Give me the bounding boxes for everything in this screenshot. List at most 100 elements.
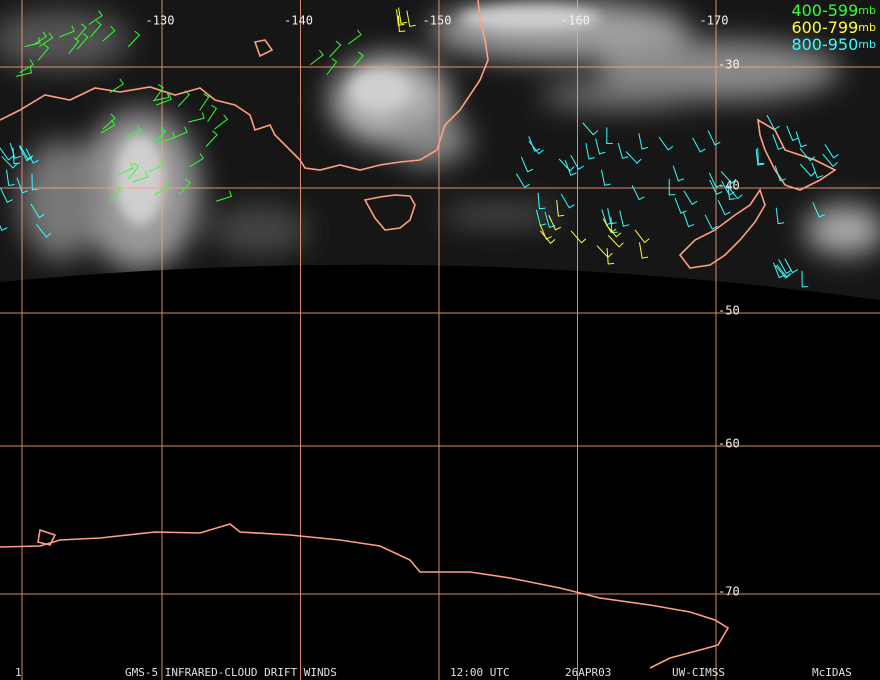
- legend-unit: mb: [858, 21, 876, 34]
- latitude-label: -60: [718, 437, 740, 451]
- wind-barb: [199, 93, 210, 111]
- wind-barb: [682, 211, 695, 228]
- wind-barb: [397, 15, 406, 33]
- wind-barb: [216, 190, 233, 202]
- wind-barb: [68, 37, 80, 54]
- latitude-label: -50: [718, 304, 740, 318]
- wind-barb: [570, 230, 587, 244]
- wind-barb: [15, 66, 33, 77]
- wind-barb: [704, 214, 718, 230]
- wind-barb: [189, 153, 204, 168]
- wind-barb: [595, 138, 606, 155]
- wind-barb: [19, 59, 34, 74]
- wind-barb: [30, 203, 45, 219]
- wind-barb: [570, 155, 585, 170]
- wind-barb: [755, 148, 764, 166]
- wind-barb: [31, 173, 39, 191]
- wind-barb: [596, 245, 613, 259]
- wind-barb: [128, 162, 140, 180]
- wind-barb: [528, 136, 541, 152]
- wind-barb: [172, 126, 188, 139]
- wind-barb: [607, 235, 624, 248]
- wind-barb: [539, 230, 556, 245]
- wind-barb: [668, 178, 676, 196]
- wind-barb: [152, 91, 170, 102]
- wind-barb: [772, 134, 785, 150]
- longitude-label: -140: [284, 14, 313, 28]
- wind-barb: [709, 179, 723, 195]
- legend-label: 400-599: [791, 1, 858, 20]
- wind-barb: [329, 40, 342, 58]
- wind-barb: [727, 183, 736, 200]
- wind-barb: [352, 51, 364, 69]
- wind-barb: [801, 270, 809, 288]
- wind-barb: [658, 136, 674, 151]
- wind-barb: [207, 104, 218, 123]
- wind-barb: [515, 173, 531, 189]
- legend-label: 600-799: [791, 18, 858, 37]
- longitude-label: -130: [146, 14, 175, 28]
- wind-barb: [548, 215, 562, 231]
- wind-barb: [177, 90, 190, 107]
- wind-barb: [772, 262, 785, 279]
- footer-title: GMS-5 INFRARED-CLOUD DRIFT WINDS: [125, 666, 337, 679]
- wind-barb: [102, 113, 116, 130]
- wind-barb: [674, 198, 687, 214]
- wind-barb: [776, 264, 792, 278]
- wind-barb: [347, 29, 362, 45]
- latitude-label: -40: [718, 179, 740, 193]
- wind-barb: [775, 207, 785, 225]
- wind-barb: [774, 165, 787, 182]
- legend-unit: mb: [858, 38, 876, 51]
- wind-barb: [520, 156, 534, 173]
- wind-barb: [127, 30, 140, 48]
- wind-barb: [717, 200, 731, 216]
- wind-barb: [560, 193, 575, 209]
- wind-barb: [156, 93, 172, 106]
- wind-barb: [100, 119, 116, 134]
- wind-barb: [1, 156, 18, 169]
- wind-barb: [75, 23, 87, 41]
- labels: -130 -140 -150 -160 -170 -30 -40 -50 -60 -70 400-5…: [15, 1, 876, 680]
- wind-barb: [528, 140, 544, 155]
- wind-barb: [32, 31, 47, 46]
- legend-unit: mb: [858, 4, 876, 17]
- wind-barb: [822, 153, 838, 168]
- wind-barb: [6, 169, 15, 187]
- wind-barb: [631, 185, 645, 201]
- wind-barb: [125, 124, 141, 138]
- wind-barb: [795, 131, 807, 148]
- latitude-label: -70: [718, 585, 740, 599]
- wind-barb: [707, 130, 721, 146]
- wind-barb: [178, 178, 191, 195]
- wind-barb: [672, 165, 685, 182]
- wind-barb: [132, 171, 149, 183]
- wind-barb: [606, 248, 615, 265]
- wind-barb: [600, 169, 611, 187]
- wind-barb: [556, 200, 565, 217]
- wind-barb: [610, 216, 618, 234]
- wind-barb: [25, 148, 39, 164]
- wind-barb: [708, 172, 722, 189]
- wind-barb: [585, 143, 595, 160]
- wind-barb: [90, 20, 102, 38]
- wind-barb: [109, 78, 124, 93]
- wind-barb: [564, 160, 577, 176]
- wind-barb: [720, 171, 737, 184]
- wind-barb: [38, 32, 54, 48]
- wind-barb: [310, 49, 324, 66]
- wind-barb: [799, 163, 816, 177]
- footer-frame: 1: [15, 666, 22, 679]
- wind-barb: [539, 224, 552, 240]
- wind-barb: [118, 162, 134, 176]
- legend-entry: 400-599mb: [791, 1, 876, 20]
- wind-barb: [778, 259, 792, 275]
- wind-barb: [757, 147, 765, 165]
- wind-barb: [824, 144, 839, 159]
- wind-barb: [37, 43, 50, 61]
- wind-barb: [59, 25, 75, 38]
- wind-barb: [617, 142, 629, 160]
- wind-barb: [9, 142, 21, 159]
